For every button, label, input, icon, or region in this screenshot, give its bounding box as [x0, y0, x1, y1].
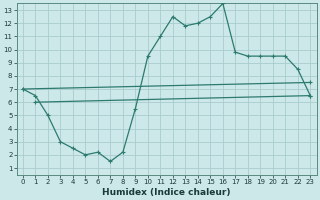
X-axis label: Humidex (Indice chaleur): Humidex (Indice chaleur) — [102, 188, 231, 197]
